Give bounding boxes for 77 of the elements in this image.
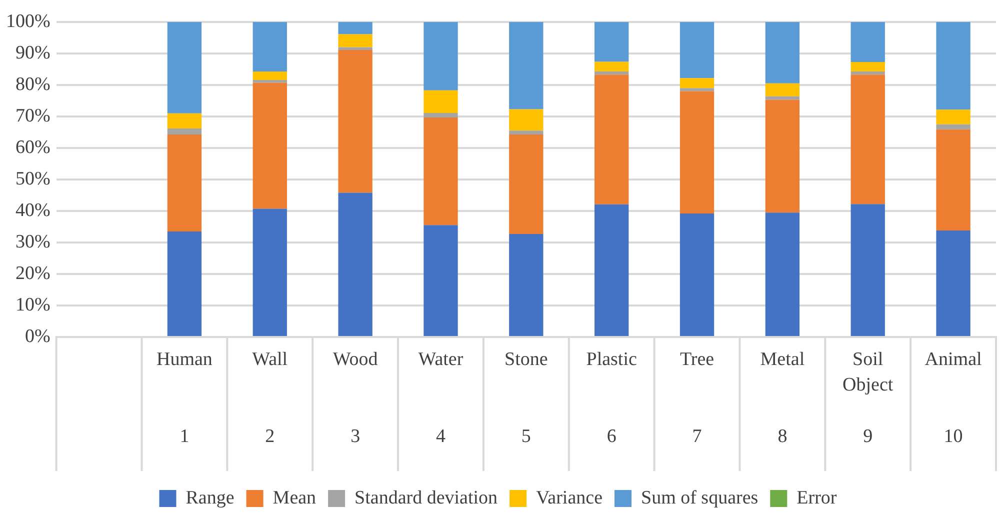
bar [765,96,800,100]
bar [680,88,714,92]
category-label: Animal 10 [924,348,982,447]
category-label: Plastic 6 [586,348,637,447]
bar [594,204,629,336]
bar [167,134,202,232]
bar [338,47,372,50]
legend-label: Mean [272,487,317,508]
bar [765,100,800,213]
bar [594,71,629,75]
y-tick-label: 40% [16,200,50,221]
bar [338,50,372,193]
bar [936,129,970,231]
y-tick-label: 30% [16,231,50,252]
legend-label: Standard deviation [354,487,498,508]
y-tick-label: 70% [16,105,50,126]
bar [167,22,202,114]
y-tick-label: 80% [16,74,50,95]
bar [936,110,970,124]
bar [594,74,629,204]
bar [509,22,544,110]
bar [424,117,458,226]
category-label: Wood 3 [332,348,378,447]
bar [680,91,714,214]
bar [167,231,202,336]
bar [252,80,287,83]
bar [252,82,287,209]
bar [338,34,372,48]
bar [680,22,714,78]
bar [424,113,458,118]
category-label: Wall 2 [252,348,288,447]
bar [680,214,714,336]
y-tick-label: 10% [16,294,50,316]
category-label: Water 4 [418,348,464,447]
legend-label: Range [186,487,234,508]
bar [252,71,287,80]
bar [167,113,202,128]
y-tick-label: 0% [25,326,50,347]
bar [850,204,885,336]
bar [509,130,544,134]
category-label: Metal 8 [760,348,805,447]
bar [850,74,885,204]
category-label: Soil Object 9 [842,348,894,447]
category-label: Human 1 [156,348,212,447]
bar [594,22,629,62]
legend-label: Variance [536,487,603,508]
bar [509,109,544,131]
bar [509,134,544,234]
bar [338,192,372,336]
y-tick-label: 60% [16,136,50,158]
bar [936,22,970,110]
bar [850,22,885,62]
bar [936,230,970,336]
bar [850,62,885,72]
bar [252,208,287,336]
bar [765,212,800,336]
y-tick-label: 90% [16,42,50,64]
bar [424,90,458,114]
bar [424,225,458,336]
legend-label: Error [796,487,838,508]
bar [936,124,970,130]
bar [509,234,544,336]
bar [765,83,800,96]
y-tick-label: 20% [16,262,50,284]
bar [167,128,202,134]
category-label: Tree 7 [680,348,714,447]
bar [424,22,458,90]
category-label: Stone 5 [504,348,548,447]
bar [680,78,714,88]
legend-label: Sum of squares [641,487,758,508]
bar [850,71,885,75]
bar [594,62,629,72]
y-tick-label: 50% [16,168,50,190]
bar [252,22,287,72]
bar [765,22,800,84]
bar [338,22,372,34]
y-tick-label: 100% [6,10,50,32]
